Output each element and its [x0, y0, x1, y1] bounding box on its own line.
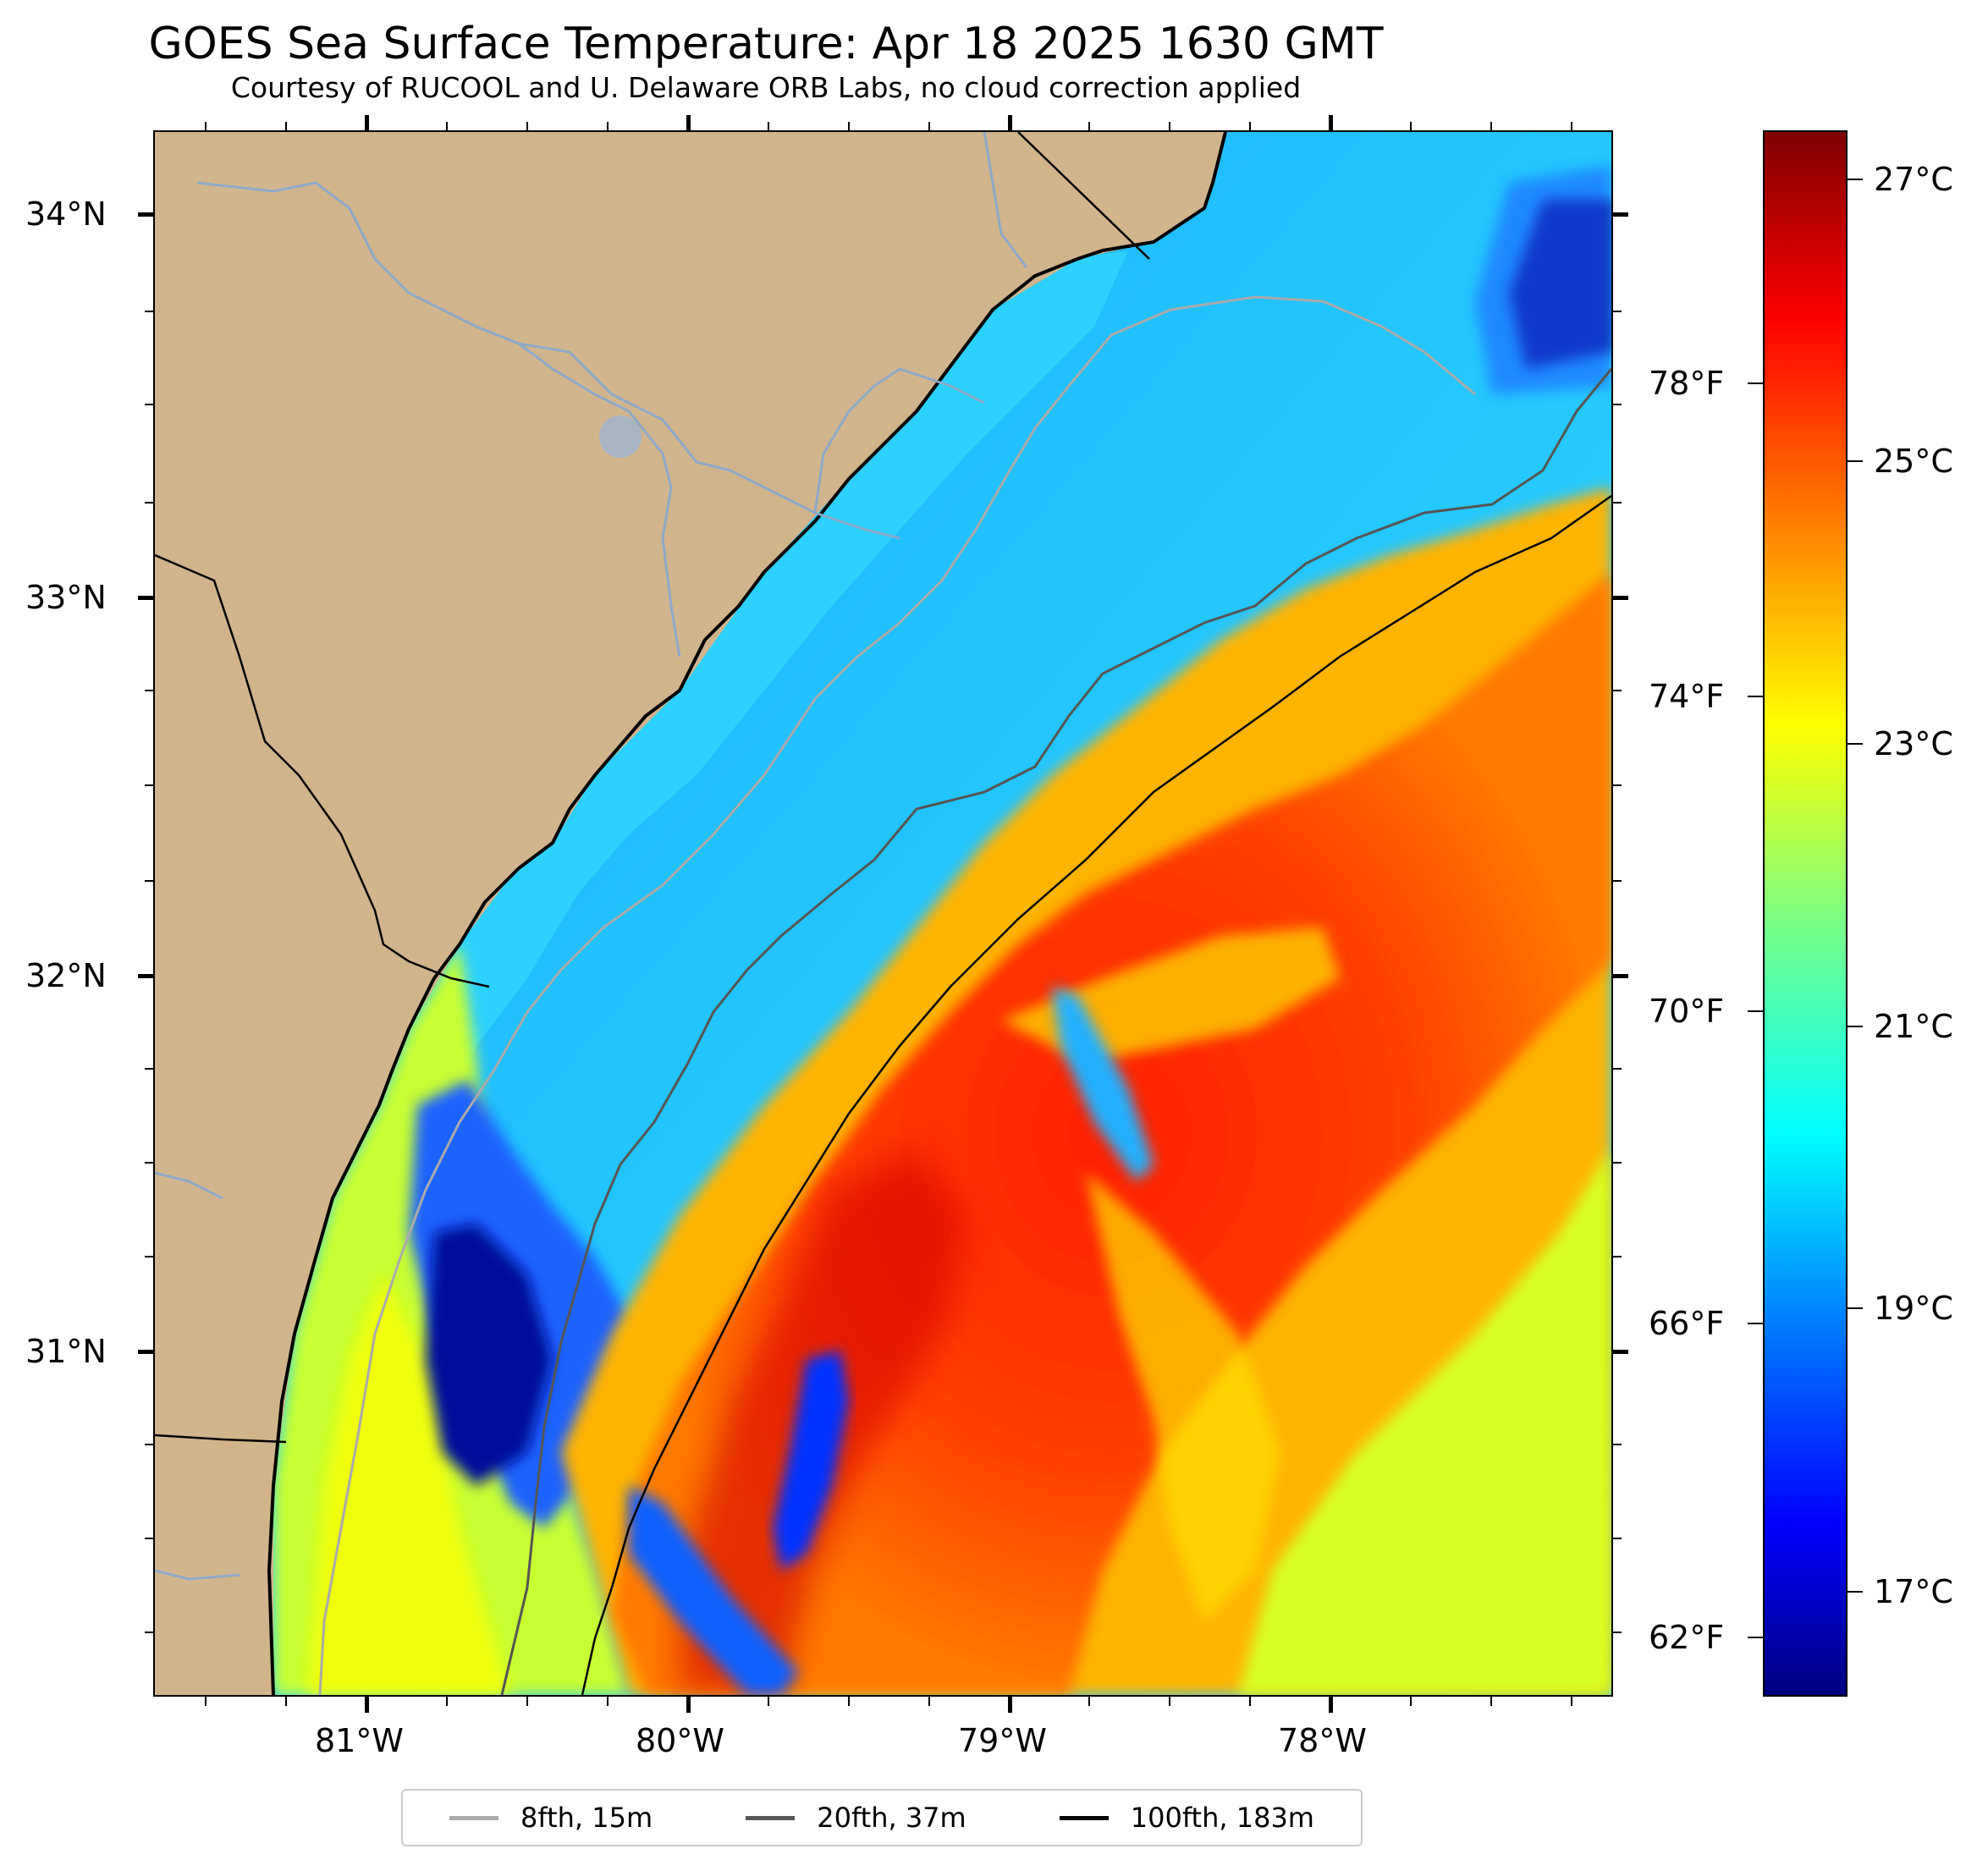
cbar-label-21c: 21°C [1874, 1008, 1953, 1045]
cbar-label-66f: 66°F [1649, 1305, 1725, 1342]
legend-item-8fth: 8fth, 15m [449, 1802, 653, 1834]
coastline [267, 132, 1227, 1695]
legend-item-100fth: 100fth, 183m [1059, 1802, 1314, 1834]
cbar-tick-78f [1748, 382, 1763, 384]
cbar-tick-23c [1848, 743, 1863, 745]
cbar-label-23c: 23°C [1874, 725, 1953, 762]
cbar-label-78f: 78°F [1649, 365, 1725, 402]
legend-label-8fth: 8fth, 15m [520, 1802, 653, 1834]
cbar-label-62f: 62°F [1649, 1619, 1725, 1656]
lat-label-31n: 31°N [25, 1333, 107, 1370]
lat-label-33n: 33°N [25, 579, 107, 616]
lon-label-79w: 79°W [958, 1722, 1047, 1759]
cbar-tick-70f [1748, 1010, 1763, 1012]
cbar-tick-62f [1748, 1637, 1763, 1638]
contour-20fth [500, 368, 1611, 1695]
colorbar [1763, 130, 1848, 1697]
cbar-tick-66f [1748, 1323, 1763, 1324]
cbar-tick-25c [1848, 460, 1863, 462]
legend-line-8fth [449, 1815, 499, 1820]
cbar-label-70f: 70°F [1649, 993, 1725, 1030]
cbar-label-17c: 17°C [1874, 1573, 1953, 1610]
legend-line-20fth [746, 1815, 796, 1820]
lon-label-80w: 80°W [636, 1722, 724, 1759]
lon-label-78w: 78°W [1278, 1722, 1367, 1759]
map-subtitle: Courtesy of RUCOOL and U. Delaware ORB L… [230, 71, 1302, 104]
lat-label-32n: 32°N [25, 957, 107, 994]
legend-label-20fth: 20fth, 37m [817, 1802, 966, 1834]
legend-label-100fth: 100fth, 183m [1130, 1802, 1314, 1834]
cbar-tick-21c [1848, 1026, 1863, 1027]
cbar-label-27c: 27°C [1874, 161, 1953, 198]
legend-item-20fth: 20fth, 37m [746, 1802, 966, 1834]
map-title: GOES Sea Surface Temperature: Apr 18 202… [148, 19, 1384, 69]
cbar-label-25c: 25°C [1874, 443, 1953, 480]
cbar-tick-74f [1748, 696, 1763, 697]
cbar-tick-19c [1848, 1307, 1863, 1309]
lon-label-81w: 81°W [315, 1722, 404, 1759]
cbar-label-19c: 19°C [1874, 1290, 1953, 1327]
cbar-tick-27c [1848, 179, 1863, 180]
cbar-tick-17c [1848, 1591, 1863, 1593]
cbar-label-74f: 74°F [1649, 678, 1725, 715]
bathymetry-legend: 8fth, 15m 20fth, 37m 100fth, 183m [401, 1789, 1363, 1846]
contour-100fth [581, 494, 1611, 1695]
contour-8fth [318, 295, 1476, 1695]
land [155, 132, 1225, 1695]
legend-line-100fth [1059, 1815, 1109, 1820]
lat-label-34n: 34°N [25, 195, 107, 233]
sst-map[interactable] [153, 130, 1613, 1697]
